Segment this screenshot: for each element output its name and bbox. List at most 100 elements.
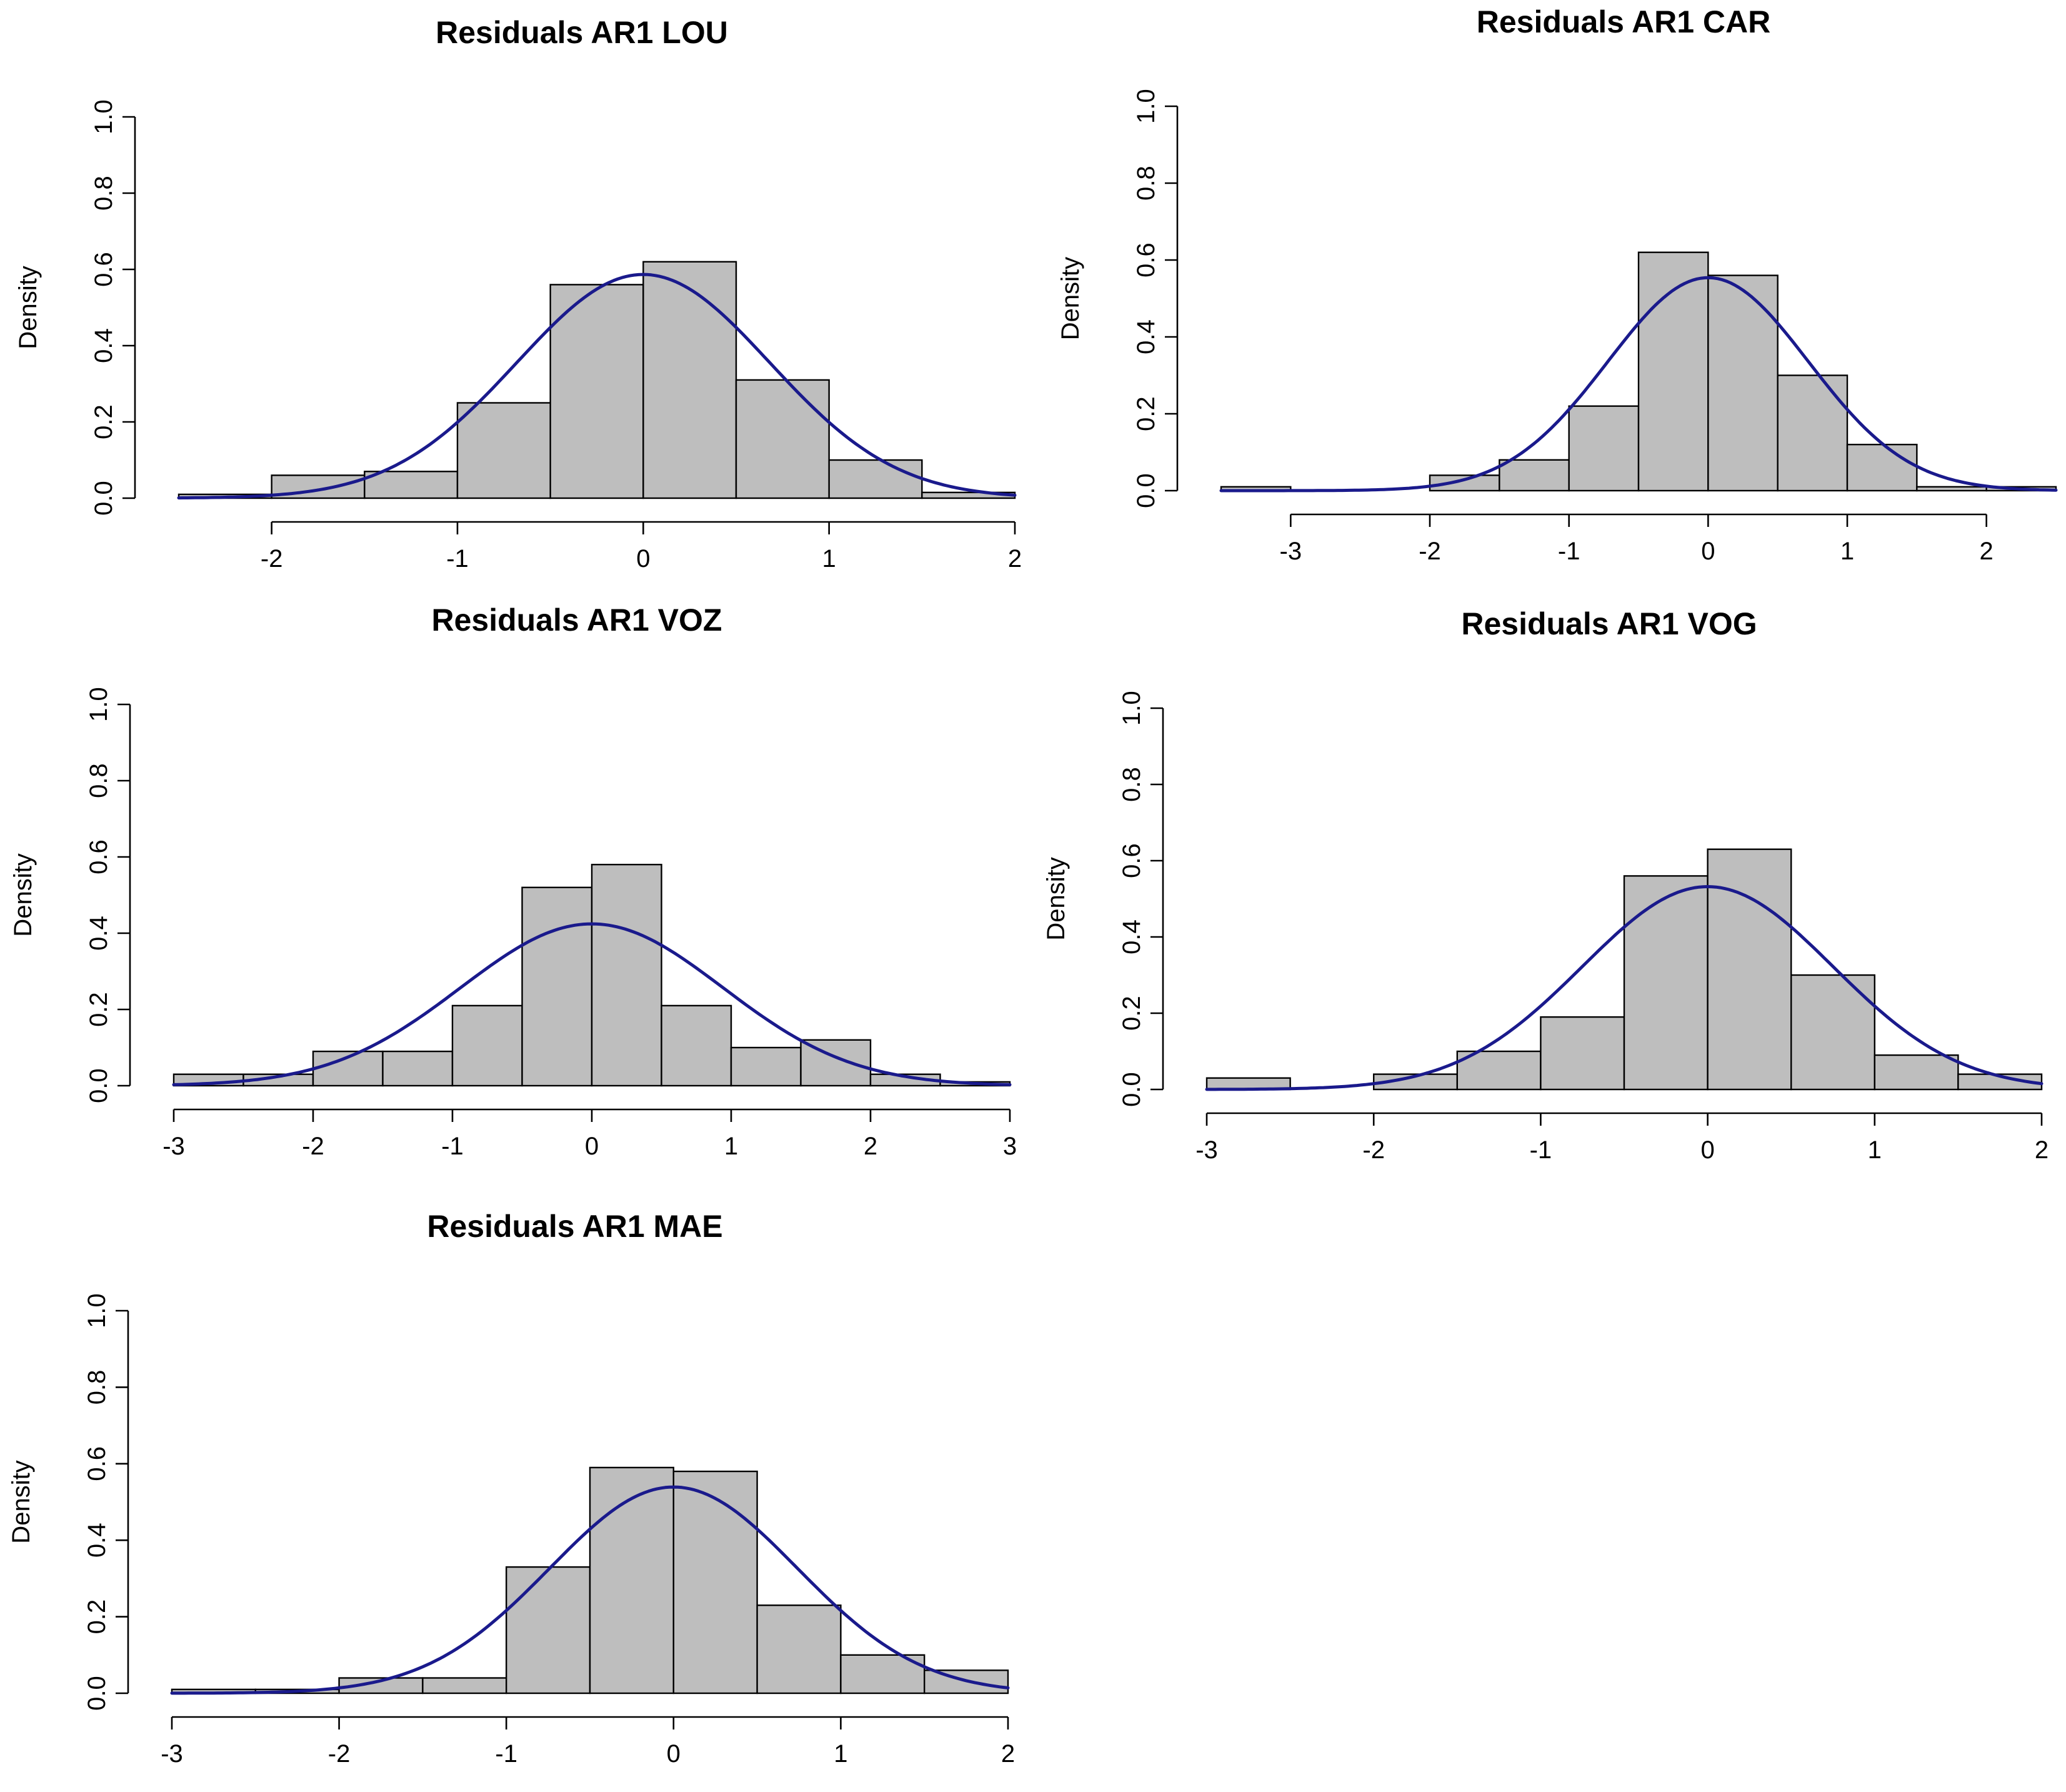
- x-tick-label: 2: [1008, 545, 1022, 573]
- histogram-bar: [1540, 1016, 1625, 1091]
- histogram-bar: [1623, 875, 1709, 1091]
- y-axis-label: Density: [7, 1460, 35, 1543]
- y-tick-label: 0.0: [90, 481, 117, 516]
- histogram-lou: -2 -1 0 1 2 0.0 0.2 0.4 0.6 0.8 1.0 Density Residual…: [14, 15, 1022, 573]
- histogram-bars: [1220, 251, 2057, 492]
- y-tick-label: 0.8: [83, 1370, 111, 1405]
- y-tick-label: 0.0: [85, 1068, 112, 1103]
- histogram-bar: [1874, 1054, 1959, 1091]
- histogram-bar: [591, 864, 662, 1087]
- density-curve: [177, 273, 1017, 500]
- y-tick-label: 0.4: [90, 328, 117, 363]
- histogram-bar: [1707, 848, 1792, 1091]
- x-tick-label: 0: [636, 545, 650, 573]
- histogram-bar: [549, 284, 644, 499]
- histogram-bar: [730, 1046, 802, 1087]
- x-tick-label: 2: [2035, 1136, 2049, 1164]
- x-tick-label: 0: [1701, 538, 1715, 565]
- chart-title: Residuals AR1 VOG: [1461, 606, 1757, 641]
- histogram-bar: [642, 261, 737, 499]
- y-tick-label: 0.8: [1118, 767, 1145, 802]
- y-tick-label: 1.0: [1118, 691, 1145, 726]
- chart-panel-car: -3 -2 -1 0 1 2 0.0 0.2 0.4 0.6 0.8 1.0 Density Residu…: [1033, 0, 2066, 594]
- histogram-bar: [1429, 474, 1500, 492]
- x-tick-label: 2: [864, 1133, 877, 1160]
- histogram-bar: [828, 459, 923, 499]
- y-tick-label: 0.4: [85, 916, 112, 951]
- chart-title: Residuals AR1 MAE: [427, 1209, 722, 1244]
- histogram-bar: [382, 1050, 454, 1087]
- y-tick-label: 0.2: [1132, 396, 1160, 431]
- y-tick-label: 0.8: [90, 176, 117, 211]
- histogram-bar: [456, 402, 551, 499]
- x-tick-label: -2: [302, 1133, 324, 1160]
- histogram-bar: [1707, 274, 1779, 492]
- histogram-bar: [1568, 405, 1640, 492]
- x-tick-label: -3: [1280, 538, 1302, 565]
- y-axis-label: Density: [9, 853, 37, 936]
- chart-title: Residuals AR1 CAR: [1477, 4, 1770, 39]
- x-tick-label: 0: [667, 1740, 681, 1768]
- density-curve: [1205, 885, 2044, 1091]
- histogram-voz: -3 -2 -1 0 1 2 3 0.0 0.2 0.4 0.6 0.8 1.0 Density Resid…: [9, 603, 1017, 1160]
- x-tick-label: -1: [441, 1133, 464, 1160]
- histogram-bars: [172, 864, 1011, 1087]
- x-tick-label: -1: [1530, 1136, 1552, 1164]
- x-tick-label: 0: [1700, 1136, 1714, 1164]
- y-tick-label: 0.2: [85, 992, 112, 1027]
- histogram-bar: [756, 1604, 842, 1694]
- chart-panel-vog: -3 -2 -1 0 1 2 0.0 0.2 0.4 0.6 0.8 1.0 Density Residu…: [1033, 594, 2066, 1188]
- y-tick-label: 0.0: [1132, 473, 1160, 508]
- y-tick-label: 0.6: [83, 1446, 111, 1481]
- y-tick-label: 0.2: [1118, 996, 1145, 1031]
- histogram-bar: [672, 1470, 758, 1694]
- histogram-mae: -3 -2 -1 0 1 2 0.0 0.2 0.4 0.6 0.8 1.0 Density Residu…: [7, 1209, 1015, 1768]
- histogram-bar: [1499, 459, 1570, 492]
- y-tick-label: 1.0: [1132, 89, 1160, 124]
- y-tick-label: 0.6: [85, 839, 112, 874]
- histogram-bar: [422, 1677, 507, 1694]
- x-tick-label: 1: [822, 545, 836, 573]
- y-axis-label: Density: [14, 266, 42, 349]
- y-tick-label: 0.8: [1132, 166, 1160, 201]
- x-tick-label: 1: [834, 1740, 847, 1768]
- y-tick-label: 1.0: [90, 99, 117, 134]
- density-curve: [1219, 276, 2058, 493]
- y-tick-label: 0.0: [83, 1676, 111, 1711]
- x-tick-label: 2: [1980, 538, 1994, 565]
- x-tick-label: 1: [1868, 1136, 1882, 1164]
- x-tick-label: -1: [495, 1740, 517, 1768]
- histogram-bars: [1205, 848, 2043, 1091]
- histogram-bar: [364, 471, 459, 499]
- histogram-bar: [451, 1004, 523, 1087]
- histogram-bar: [1916, 486, 1987, 492]
- x-tick-label: -3: [1195, 1136, 1218, 1164]
- histogram-bar: [661, 1004, 732, 1087]
- histogram-bar: [1456, 1050, 1542, 1091]
- histogram-bar: [735, 379, 830, 499]
- histogram-vog: -3 -2 -1 0 1 2 0.0 0.2 0.4 0.6 0.8 1.0 Density Residu…: [1042, 606, 2049, 1164]
- histogram-bars: [177, 261, 1016, 499]
- y-axis-label: Density: [1057, 257, 1084, 340]
- x-tick-label: -2: [261, 545, 283, 573]
- y-tick-label: 1.0: [83, 1293, 111, 1328]
- y-tick-label: 0.6: [1132, 243, 1160, 278]
- chart-title: Residuals AR1 LOU: [436, 15, 728, 50]
- chart-panel-mae: -3 -2 -1 0 1 2 0.0 0.2 0.4 0.6 0.8 1.0 Density Residu…: [0, 1188, 1033, 1789]
- histogram-bar: [506, 1566, 591, 1694]
- chart-panel-voz: -3 -2 -1 0 1 2 3 0.0 0.2 0.4 0.6 0.8 1.0 Density Resid…: [0, 594, 1033, 1188]
- histogram-bar: [589, 1466, 675, 1694]
- x-tick-label: -3: [162, 1133, 185, 1160]
- x-tick-label: -1: [1558, 538, 1580, 565]
- histogram-bar: [1790, 974, 1875, 1091]
- chart-panel-lou: -2 -1 0 1 2 0.0 0.2 0.4 0.6 0.8 1.0 Density Residual…: [0, 0, 1033, 594]
- x-tick-label: 2: [1001, 1740, 1015, 1768]
- x-tick-label: 1: [724, 1133, 738, 1160]
- x-tick-label: 0: [585, 1133, 599, 1160]
- density-curve: [172, 922, 1012, 1086]
- y-tick-label: 0.8: [85, 763, 112, 798]
- y-tick-label: 1.0: [85, 687, 112, 722]
- y-tick-label: 0.4: [1132, 319, 1160, 354]
- x-tick-label: 1: [1840, 538, 1854, 565]
- histogram-bar: [1777, 374, 1849, 492]
